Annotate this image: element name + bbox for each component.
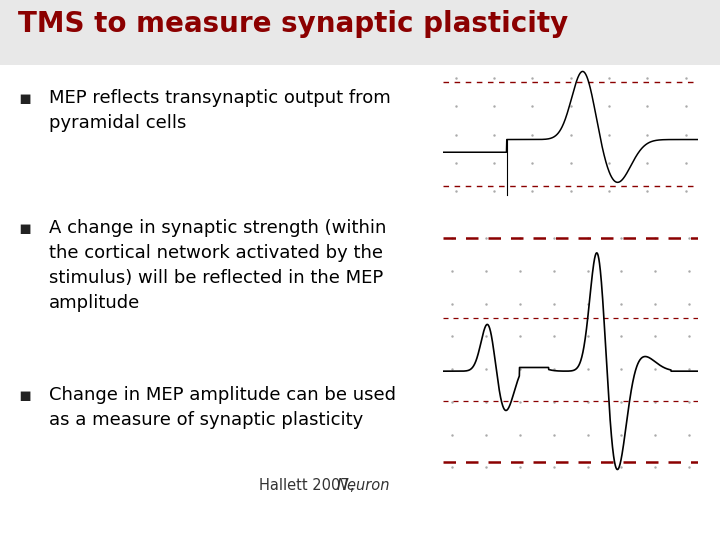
Text: ▪: ▪ [18, 386, 31, 405]
Text: Neuron: Neuron [337, 478, 390, 493]
Text: A change in synaptic strength (within
the cortical network activated by the
stim: A change in synaptic strength (within th… [49, 219, 387, 312]
Bar [0, 0, 720, 65]
Text: ▪: ▪ [18, 219, 31, 238]
Text: ▪: ▪ [18, 89, 31, 108]
Text: Change in MEP amplitude can be used
as a measure of synaptic plasticity: Change in MEP amplitude can be used as a… [49, 386, 396, 429]
Text: Hallett 2007,: Hallett 2007, [259, 478, 359, 493]
Text: TMS to measure synaptic plasticity: TMS to measure synaptic plasticity [18, 10, 568, 38]
Text: MEP reflects transynaptic output from
pyramidal cells: MEP reflects transynaptic output from py… [49, 89, 391, 132]
